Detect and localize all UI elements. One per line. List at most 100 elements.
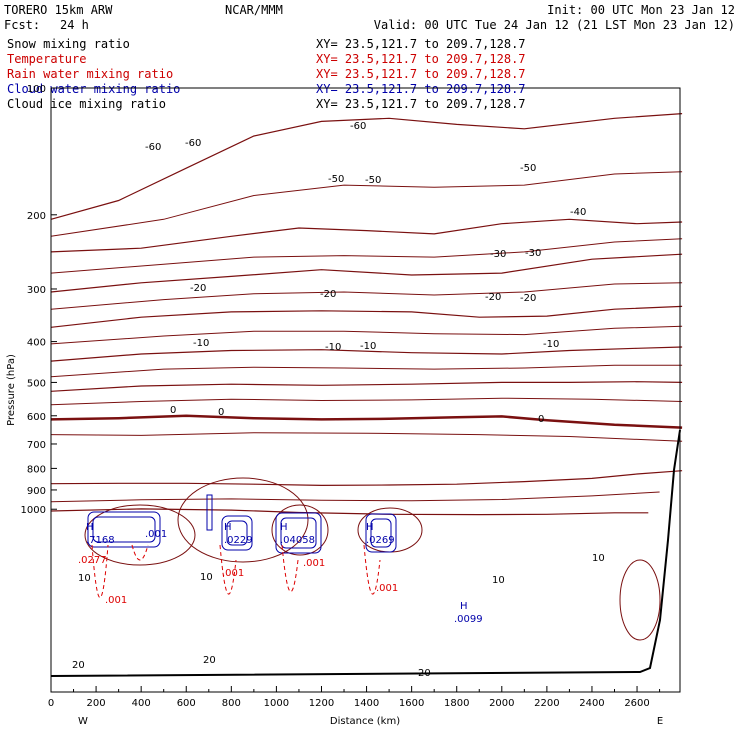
temperature-contour-label: -60	[185, 138, 201, 149]
legend-entry-xy: XY= 23.5,121.7 to 209.7,128.7	[316, 67, 526, 81]
cloud-water-contour	[221, 515, 253, 551]
temperature-contour-label: 10	[592, 553, 605, 564]
temperature-contour--40	[50, 253, 683, 293]
model-title: TORERO 15km ARW	[4, 3, 113, 17]
max-marker: H	[366, 522, 374, 533]
x-tick-label: 800	[222, 698, 241, 709]
legend-entry-name: Snow mixing ratio	[7, 37, 130, 51]
cloud-water-contour	[370, 518, 392, 548]
temperature-contour-label: -10	[360, 341, 376, 352]
rain-water-contour	[281, 544, 299, 593]
plot-frame	[50, 87, 681, 693]
y-tick-label: 700	[27, 440, 46, 451]
temperature-contour-minor	[50, 282, 683, 310]
max-marker: H	[460, 601, 468, 612]
legend-entry-xy: XY= 23.5,121.7 to 209.7,128.7	[316, 37, 526, 51]
legend-entry-xy: XY= 23.5,121.7 to 209.7,128.7	[316, 97, 526, 111]
fcst-label: Fcst:	[4, 18, 40, 32]
temperature-contour-label: -30	[525, 248, 541, 259]
init-time: Init: 00 UTC Mon 23 Jan 12	[547, 3, 735, 17]
x-tick-label: 1600	[399, 698, 424, 709]
temperature-contour-label: 10	[78, 573, 91, 584]
x-tick-label: 2600	[624, 698, 649, 709]
y-tick-label: 300	[27, 285, 46, 296]
temperature-contour-label: -50	[520, 163, 536, 174]
x-tick-label: 1000	[264, 698, 289, 709]
temperature-contour-minor	[50, 171, 683, 237]
y-axis-label: Pressure (hPa)	[6, 354, 17, 426]
temperature-contour-label: 0	[538, 414, 544, 425]
cloud-water-contour	[226, 520, 248, 546]
y-tick-label: 500	[27, 378, 46, 389]
y-tick-label: 900	[27, 486, 46, 497]
temperature-closed-contour	[84, 504, 196, 566]
x-tick-label: 200	[87, 698, 106, 709]
cloud-water-contour	[275, 512, 322, 554]
legend-entry-name: Temperature	[7, 52, 86, 66]
y-tick-label: 100	[27, 84, 46, 95]
temperature-contour-label: -50	[328, 174, 344, 185]
org-label: NCAR/MMM	[225, 3, 283, 17]
temperature-contour-label: -30	[490, 249, 506, 260]
cloud-water-contour	[206, 494, 213, 531]
temperature-contour-minor	[50, 325, 683, 345]
west-label: W	[78, 716, 88, 727]
rain-value-label: .001	[222, 568, 244, 579]
y-tick-label: 400	[27, 338, 46, 349]
x-tick-label: 600	[177, 698, 196, 709]
temperature-contour-label: -20	[190, 283, 206, 294]
x-tick-label: 1400	[354, 698, 379, 709]
temperature-contour-minor	[50, 364, 683, 378]
rain-value-label: .001	[376, 583, 398, 594]
rain-water-contour	[363, 544, 381, 595]
temperature-closed-contour	[271, 504, 329, 556]
max-marker: H	[86, 522, 94, 533]
temperature-contour--10	[50, 381, 683, 392]
rain-value-label: .001	[303, 558, 325, 569]
legend-entry-xy: XY= 23.5,121.7 to 209.7,128.7	[316, 82, 526, 96]
cloud-water-contour	[280, 517, 317, 549]
x-axis-label: Distance (km)	[330, 716, 400, 727]
temperature-contour-label: -20	[320, 289, 336, 300]
temperature-contour-minor	[50, 432, 683, 442]
x-tick-label: 0	[48, 698, 54, 709]
rain-water-contour	[219, 544, 237, 595]
temperature-contour-label: -20	[520, 293, 536, 304]
valid-time: Valid: 00 UTC Tue 24 Jan 12 (21 LST Mon …	[374, 18, 735, 32]
temperature-contour-label: -10	[543, 339, 559, 350]
legend-entry-name: Rain water mixing ratio	[7, 67, 173, 81]
temperature-contour--20	[50, 346, 683, 362]
legend-entry-xy: XY= 23.5,121.7 to 209.7,128.7	[316, 52, 526, 66]
temperature-closed-contour	[177, 477, 309, 563]
x-tick-label: 1800	[444, 698, 469, 709]
cloud-value-label: .001	[145, 529, 167, 540]
temperature-closed-contour	[619, 559, 661, 641]
temperature-contour-minor	[50, 397, 683, 406]
temperature-contour-label: 10	[200, 572, 213, 583]
temperature-contour-label: -10	[193, 338, 209, 349]
y-tick-label: 200	[27, 211, 46, 222]
cloud-value-label: .0229	[224, 535, 253, 546]
cloud-water-contour	[92, 516, 156, 543]
legend: Snow mixing ratio XY= 23.5,121.7 to 209.7…	[7, 37, 526, 111]
cloud-value-label: .7168	[86, 535, 115, 546]
axes: 0 200 400 600 800 1000 1200 1400 1600 1800 2000 220…	[6, 84, 681, 727]
y-tick-label: 800	[27, 464, 46, 475]
cloud-value-label: .04058	[280, 535, 315, 546]
cloud-value-label: .0269	[366, 535, 395, 546]
legend-entry-name: Cloud ice mixing ratio	[7, 97, 166, 111]
terrain-line	[50, 429, 681, 677]
temperature-contour--50	[50, 218, 683, 253]
rain-water-contour	[91, 544, 109, 598]
max-marker: H	[280, 522, 288, 533]
cloud-value-label: .0099	[454, 614, 483, 625]
rain-value-label: .0277	[78, 555, 107, 566]
rain-water-contour	[131, 544, 149, 561]
temperature-contour-label: 20	[203, 655, 216, 666]
temperature-contour--60	[50, 113, 683, 220]
y-tick-label: 600	[27, 412, 46, 423]
cloud-water-contour	[87, 511, 161, 548]
temperature-contour-label: 0	[218, 407, 224, 418]
east-label: E	[657, 716, 663, 727]
